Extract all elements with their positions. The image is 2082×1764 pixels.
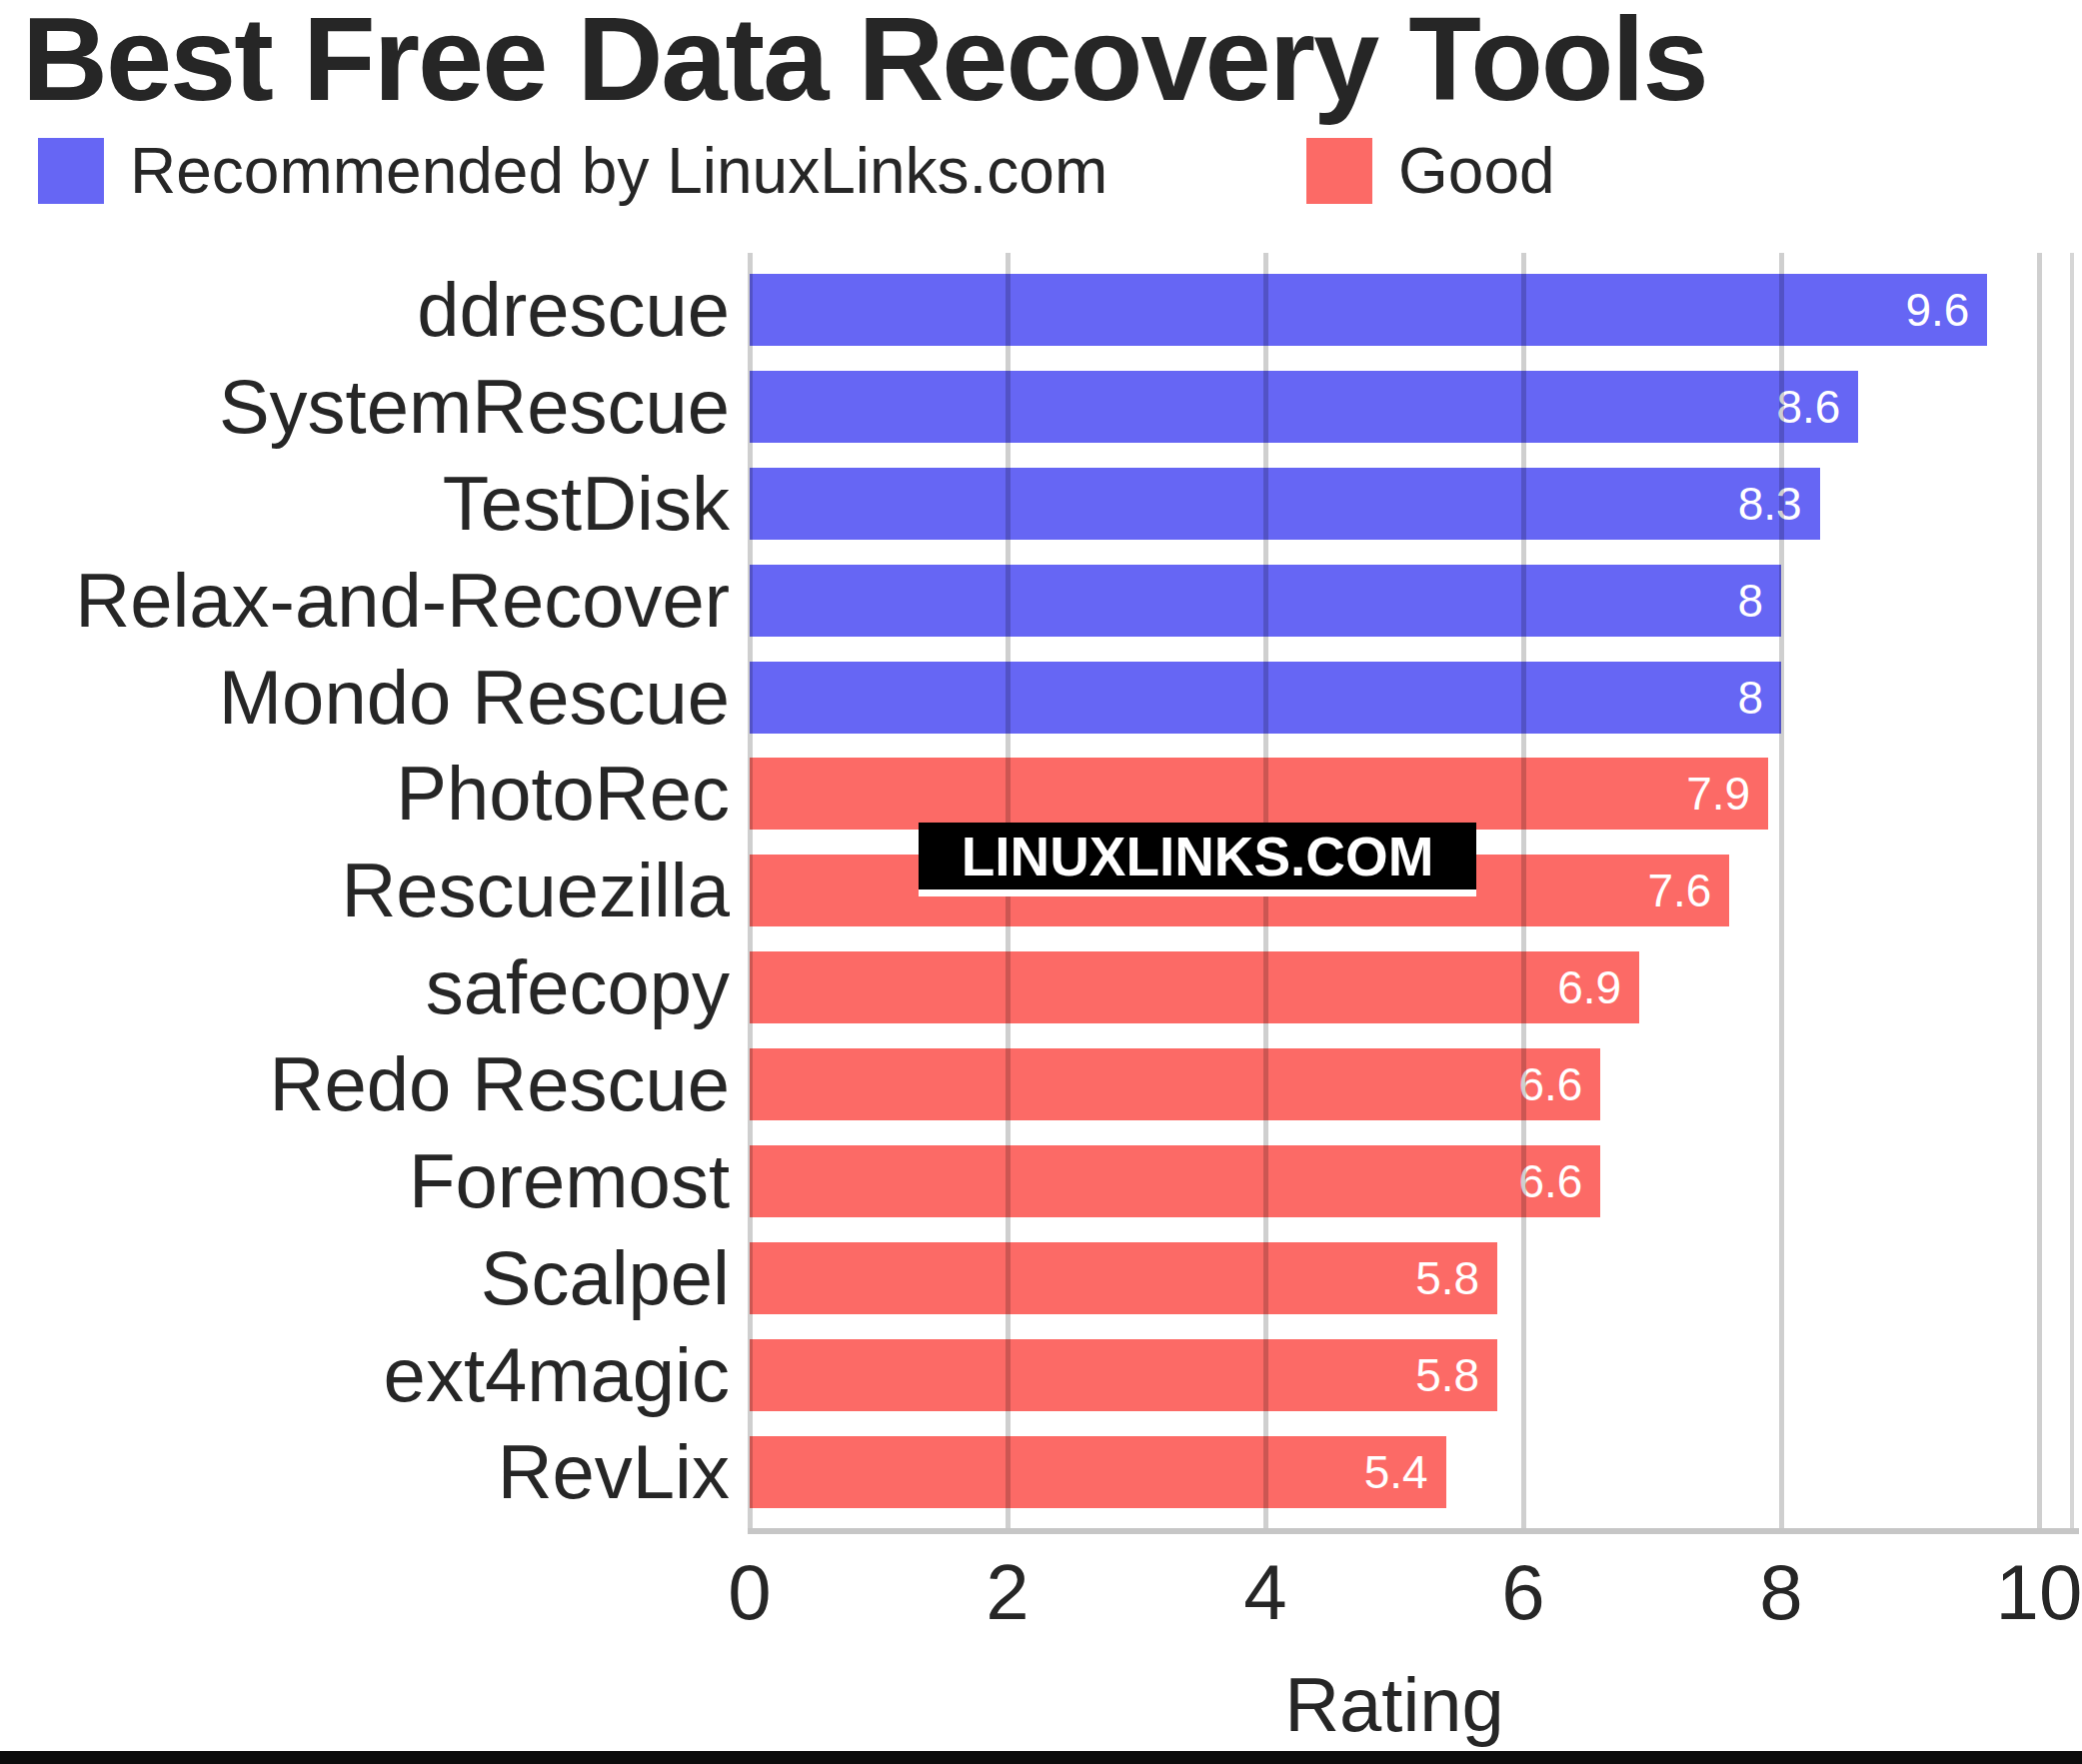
bar-value-label: 9.6 [1905, 274, 1969, 346]
x-tick-label-10: 10 [1996, 1547, 2082, 1638]
linuxlinks-watermark: LINUXLINKS.COM [919, 823, 1476, 889]
category-label-PhotoRec: PhotoRec [0, 758, 730, 830]
bar-value-label: 7.6 [1647, 855, 1711, 926]
bar-TestDisk: 8.3 [750, 468, 1820, 540]
bar-Scalpel: 5.8 [750, 1242, 1497, 1314]
bar-RevLix: 5.4 [750, 1436, 1446, 1508]
legend-label-good: Good [1398, 138, 1555, 204]
bar-PhotoRec: 7.9 [750, 758, 1768, 830]
category-label-Redo Rescue: Redo Rescue [0, 1048, 730, 1120]
bar-safecopy: 6.9 [750, 951, 1639, 1023]
bar-value-label: 8 [1737, 662, 1763, 734]
x-tick-label-6: 6 [1501, 1547, 1544, 1638]
bar-Foremost: 6.6 [750, 1145, 1600, 1217]
bar-Relax-and-Recover: 8 [750, 565, 1781, 637]
x-axis-title: Rating [1284, 1661, 1504, 1748]
chart-title: Best Free Data Recovery Tools [22, 0, 1707, 127]
bar-value-label: 5.8 [1415, 1242, 1479, 1314]
bar-value-label: 6.6 [1518, 1145, 1582, 1217]
category-label-SystemRescue: SystemRescue [0, 371, 730, 443]
category-label-Relax-and-Recover: Relax-and-Recover [0, 565, 730, 637]
category-label-RevLix: RevLix [0, 1436, 730, 1508]
x-tick-label-8: 8 [1759, 1547, 1802, 1638]
legend-item-good: Good [1306, 138, 1555, 204]
linuxlinks-watermark-text: LINUXLINKS.COM [962, 824, 1434, 888]
bar-value-label: 8.6 [1776, 371, 1840, 443]
bar-Mondo Rescue: 8 [750, 662, 1781, 734]
category-label-Rescuezilla: Rescuezilla [0, 855, 730, 926]
bar-value-label: 8 [1737, 565, 1763, 637]
watermark-underline [919, 889, 1476, 896]
bottom-border-strip [0, 1751, 2082, 1764]
legend-swatch-good [1306, 138, 1372, 204]
legend-label-recommended: Recommended by LinuxLinks.com [130, 138, 1107, 204]
bar-value-label: 6.9 [1557, 951, 1621, 1023]
legend-swatch-recommended [38, 138, 104, 204]
bar-value-label: 7.9 [1686, 758, 1750, 830]
category-label-ext4magic: ext4magic [0, 1339, 730, 1411]
bar-SystemRescue: 8.6 [750, 371, 1858, 443]
bar-ddrescue: 9.6 [750, 274, 1987, 346]
category-label-TestDisk: TestDisk [0, 468, 730, 540]
bar-value-label: 6.6 [1518, 1048, 1582, 1120]
x-tick-label-4: 4 [1243, 1547, 1286, 1638]
bar-ext4magic: 5.8 [750, 1339, 1497, 1411]
x-tick-label-2: 2 [986, 1547, 1029, 1638]
category-label-Foremost: Foremost [0, 1145, 730, 1217]
category-label-Scalpel: Scalpel [0, 1242, 730, 1314]
category-label-Mondo Rescue: Mondo Rescue [0, 662, 730, 734]
bar-value-label: 8.3 [1738, 468, 1802, 540]
category-axis-labels: ddrescue SystemRescue TestDisk Relax-and-Re… [0, 253, 740, 1534]
bar-Redo Rescue: 6.6 [750, 1048, 1600, 1120]
category-label-safecopy: safecopy [0, 951, 730, 1023]
bar-value-label: 5.8 [1415, 1339, 1479, 1411]
chart-canvas: Best Free Data Recovery Tools Recommende… [0, 0, 2082, 1764]
legend-item-recommended: Recommended by LinuxLinks.com [38, 138, 1107, 204]
bar-value-label: 5.4 [1364, 1436, 1428, 1508]
category-label-ddrescue: ddrescue [0, 274, 730, 346]
x-tick-label-0: 0 [728, 1547, 771, 1638]
